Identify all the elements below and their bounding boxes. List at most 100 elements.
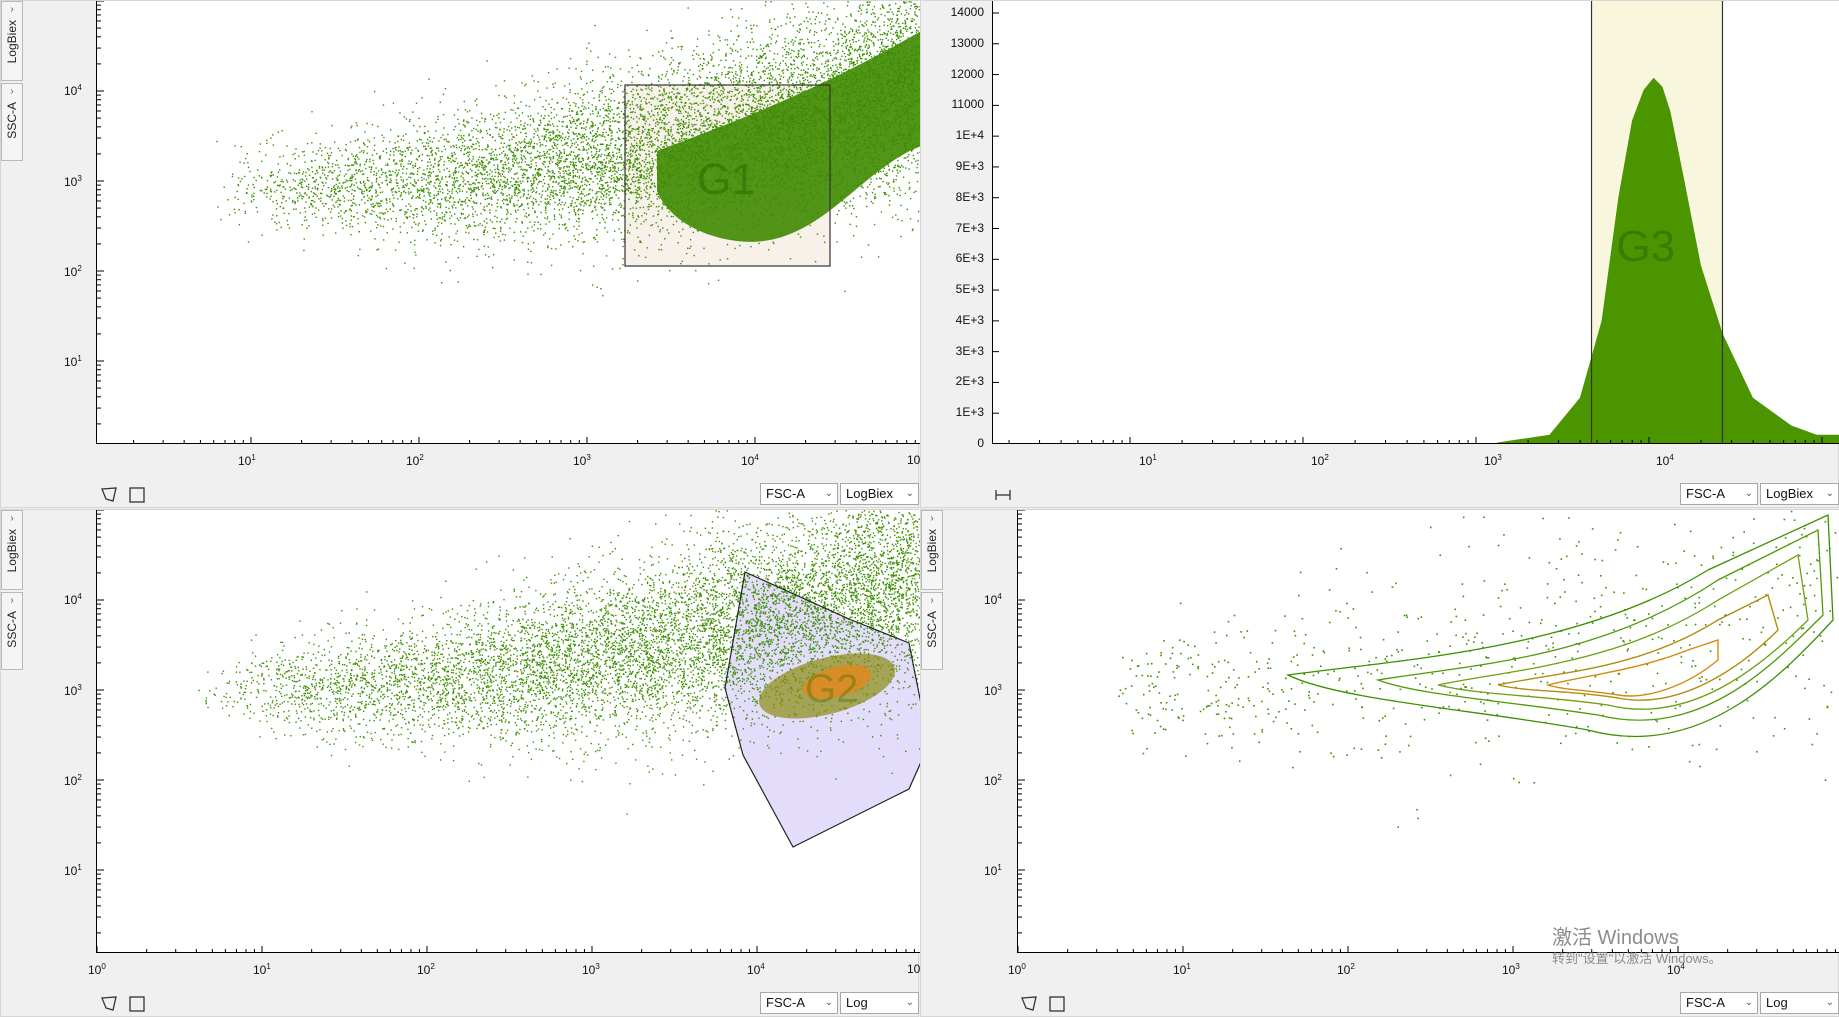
- event-dot: [859, 4, 861, 7]
- event-dot: [502, 194, 504, 196]
- event-dot: [499, 147, 501, 150]
- event-dot: [557, 204, 559, 206]
- y-scale-selector[interactable]: › LogBiex: [1, 1, 23, 81]
- event-dot: [532, 120, 535, 123]
- event-dot: [899, 25, 902, 28]
- event-dot: [834, 73, 836, 75]
- event-dot: [664, 128, 666, 130]
- event-dot: [854, 19, 856, 22]
- event-dot: [407, 163, 409, 165]
- event-dot: [658, 108, 661, 110]
- event-dot: [423, 188, 425, 190]
- event-dot: [884, 173, 886, 175]
- event-dot: [557, 176, 559, 178]
- event-dot: [331, 189, 333, 191]
- event-dot: [648, 234, 651, 237]
- event-dot: [879, 8, 882, 10]
- event-dot: [458, 188, 461, 190]
- event-dot: [595, 209, 597, 211]
- event-dot: [678, 63, 680, 65]
- event-dot: [860, 13, 862, 15]
- event-dot: [407, 149, 410, 151]
- event-dot: [428, 192, 430, 194]
- event-dot: [412, 217, 415, 219]
- event-dot: [747, 55, 750, 57]
- event-dot: [566, 173, 568, 175]
- event-dot: [410, 172, 412, 174]
- event-dot: [828, 33, 830, 35]
- event-dot: [697, 109, 700, 112]
- event-dot: [663, 56, 665, 59]
- event-dot: [448, 170, 450, 173]
- event-dot: [802, 43, 805, 45]
- event-dot: [452, 144, 454, 147]
- event-dot: [636, 93, 639, 95]
- event-dot: [571, 187, 574, 189]
- event-dot: [888, 204, 891, 206]
- event-dot: [801, 64, 803, 66]
- event-dot: [379, 212, 381, 214]
- event-dot: [474, 175, 476, 177]
- event-dot: [517, 107, 519, 109]
- event-dot: [666, 145, 669, 148]
- y-channel-selector[interactable]: › SSC-A: [1, 83, 23, 161]
- event-dot: [632, 145, 635, 148]
- event-dot: [747, 86, 750, 88]
- event-dot: [797, 67, 800, 70]
- event-dot: [393, 160, 395, 162]
- event-dot: [464, 217, 467, 219]
- event-dot: [362, 193, 364, 195]
- event-dot: [807, 20, 809, 23]
- event-dot: [417, 168, 419, 170]
- event-dot: [623, 207, 625, 210]
- event-dot: [375, 174, 378, 177]
- event-dot: [513, 153, 515, 156]
- event-dot: [323, 174, 326, 176]
- event-dot: [331, 199, 334, 201]
- event-dot: [444, 87, 447, 90]
- event-dot: [506, 159, 509, 161]
- event-dot: [520, 151, 523, 153]
- event-dot: [400, 194, 402, 196]
- scatter-plot-g1[interactable]: G1: [96, 1, 920, 444]
- event-dot: [639, 109, 641, 111]
- event-dot: [413, 221, 416, 224]
- event-dot: [484, 148, 487, 150]
- event-dot: [577, 217, 580, 220]
- event-dot: [650, 141, 653, 143]
- event-dot: [631, 128, 634, 130]
- event-dot: [285, 200, 287, 202]
- event-dot: [569, 146, 572, 149]
- event-dot: [379, 203, 381, 205]
- event-dot: [770, 99, 773, 102]
- event-dot: [763, 104, 766, 106]
- event-dot: [424, 220, 426, 222]
- event-dot: [595, 193, 597, 195]
- event-dot: [909, 186, 911, 189]
- event-dot: [395, 179, 398, 181]
- event-dot: [435, 153, 437, 155]
- event-dot: [481, 156, 483, 159]
- event-dot: [572, 175, 575, 178]
- event-dot: [611, 88, 613, 91]
- event-dot: [870, 32, 872, 34]
- event-dot: [460, 204, 462, 206]
- event-dot: [680, 48, 683, 51]
- event-dot: [394, 249, 397, 251]
- event-dot: [518, 127, 521, 129]
- event-dot: [724, 117, 727, 120]
- event-dot: [617, 83, 619, 86]
- event-dot: [600, 179, 603, 181]
- event-dot: [657, 130, 660, 132]
- event-dot: [671, 87, 674, 90]
- event-dot: [521, 222, 524, 224]
- event-dot: [638, 170, 640, 172]
- event-dot: [919, 151, 920, 154]
- event-dot: [656, 154, 658, 156]
- event-dot: [509, 186, 511, 189]
- event-dot: [472, 208, 474, 210]
- event-dot: [360, 199, 363, 201]
- event-dot: [537, 154, 540, 157]
- event-dot: [751, 38, 753, 40]
- event-dot: [569, 174, 571, 177]
